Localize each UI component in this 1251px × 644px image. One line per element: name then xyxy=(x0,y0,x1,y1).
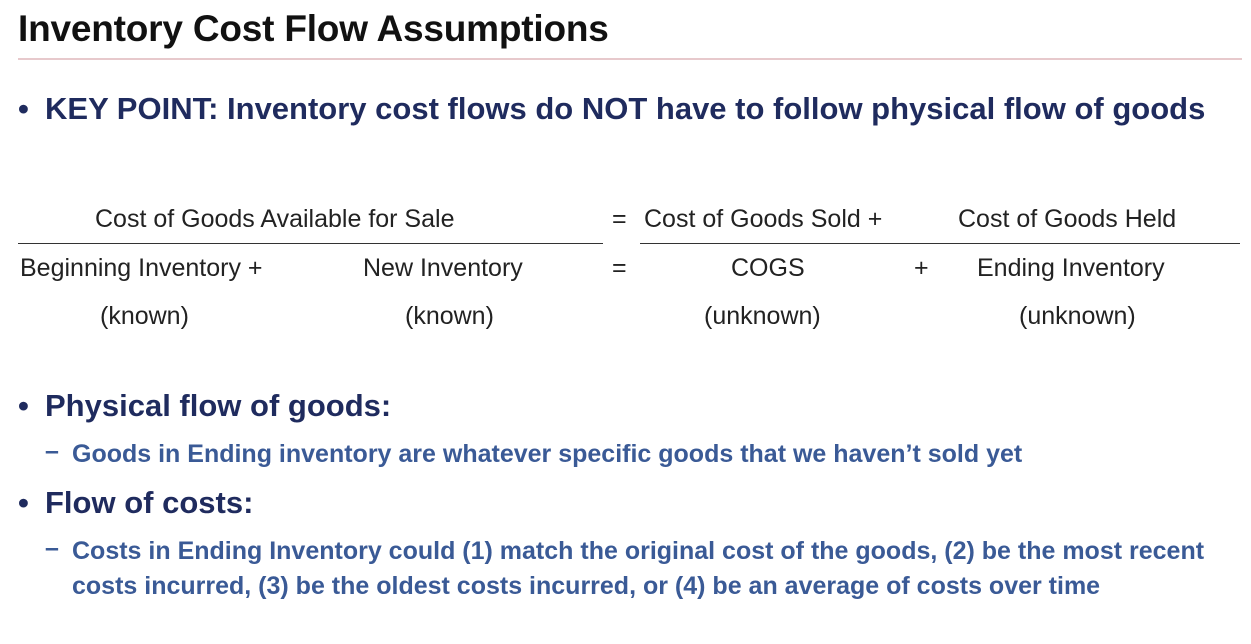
equation-divider-left xyxy=(18,243,603,244)
equation-available-for-sale: Cost of Goods Available for Sale xyxy=(95,205,455,233)
equation-divider-right xyxy=(640,243,1240,244)
bullet-dot: • xyxy=(18,485,29,520)
equation-unknown-cogs: (unknown) xyxy=(704,302,821,330)
equation-known-beginning: (known) xyxy=(100,302,189,330)
equation-unknown-ending: (unknown) xyxy=(1019,302,1136,330)
bullet-dot: • xyxy=(18,91,29,126)
slide-title: Inventory Cost Flow Assumptions xyxy=(18,8,609,49)
equation-top-equals: = xyxy=(612,205,627,233)
equation-new-inventory: New Inventory xyxy=(363,254,523,282)
bullet-dot: • xyxy=(18,388,29,423)
equation-bottom-equals: = xyxy=(612,254,627,282)
flow-of-costs-heading: Flow of costs: xyxy=(45,485,254,520)
equation-cogs-sold: Cost of Goods Sold + xyxy=(644,205,883,233)
flow-of-costs-detail-text: Costs in Ending Inventory could (1) matc… xyxy=(72,537,1205,600)
equation-cogs: COGS xyxy=(731,254,805,282)
key-point-text: KEY POINT: Inventory cost flows do NOT h… xyxy=(45,91,1206,126)
equation-known-new: (known) xyxy=(405,302,494,330)
physical-flow-detail-text: Goods in Ending inventory are whatever s… xyxy=(72,440,1023,468)
equation-beginning-inventory: Beginning Inventory + xyxy=(20,254,263,282)
equation-goods-held: Cost of Goods Held xyxy=(958,205,1177,233)
sub-dash: – xyxy=(45,437,59,465)
equation-ending-inventory: Ending Inventory xyxy=(977,254,1165,282)
title-divider xyxy=(18,58,1242,60)
equation-plus: + xyxy=(914,254,929,282)
physical-flow-heading: Physical flow of goods: xyxy=(45,388,392,423)
sub-dash: – xyxy=(45,534,59,562)
